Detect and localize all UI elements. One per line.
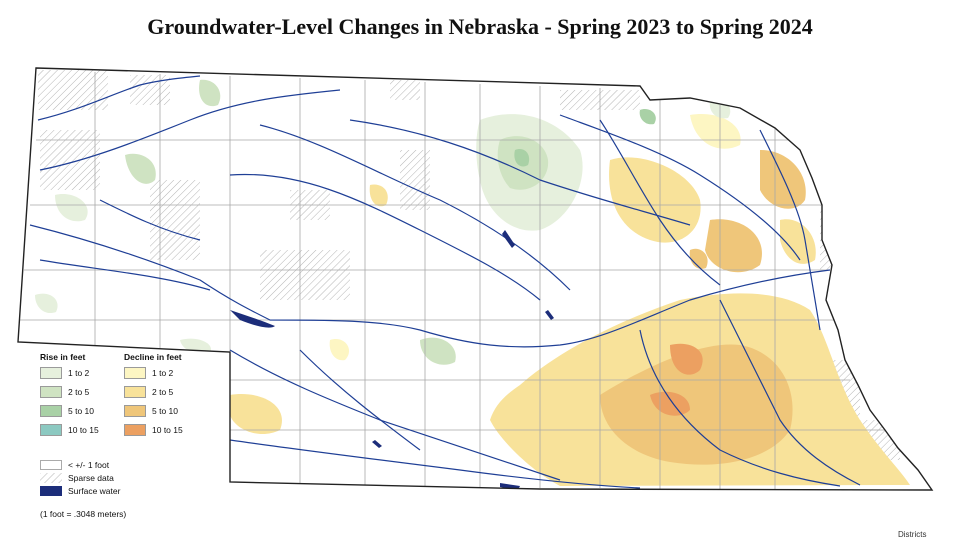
rise-legend-item: 5 to 10 bbox=[40, 404, 99, 418]
no-change-label: < +/- 1 foot bbox=[68, 460, 110, 470]
decline-legend-item: 1 to 2 bbox=[124, 366, 183, 380]
decline-legend-heading: Decline in feet bbox=[124, 352, 182, 362]
rise-legend: Rise in feet 1 to 2 2 to 5 5 to 10 10 to… bbox=[40, 352, 99, 442]
rise-5-10-swatch bbox=[40, 405, 62, 417]
other-legend: < +/- 1 foot Sparse data Surface water bbox=[40, 459, 120, 498]
map-title: Groundwater-Level Changes in Nebraska - … bbox=[147, 14, 813, 39]
state-outline bbox=[17, 67, 934, 491]
sparse-data-label: Sparse data bbox=[68, 473, 114, 483]
decline-5-10-swatch bbox=[124, 405, 146, 417]
rise-legend-label: 5 to 10 bbox=[68, 406, 94, 416]
rise-legend-item: 1 to 2 bbox=[40, 366, 99, 380]
other-legend-item: Sparse data bbox=[40, 472, 120, 484]
rise-2-5-swatch bbox=[40, 386, 62, 398]
decline-legend-item: 10 to 15 bbox=[124, 423, 183, 437]
rise-legend-label: 10 to 15 bbox=[68, 425, 99, 435]
rise-legend-item: 10 to 15 bbox=[40, 423, 99, 437]
surface-water-swatch bbox=[40, 486, 62, 496]
rise-legend-label: 1 to 2 bbox=[68, 368, 90, 378]
decline-legend-item: 2 to 5 bbox=[124, 385, 183, 399]
county-lines bbox=[20, 72, 885, 489]
decline-2-5-swatch bbox=[124, 386, 146, 398]
decline-1-2-swatch bbox=[124, 367, 146, 379]
decline-legend-item: 5 to 10 bbox=[124, 404, 183, 418]
decline-legend-label: 2 to 5 bbox=[152, 387, 174, 397]
rise-1-2-swatch bbox=[40, 367, 62, 379]
rivers bbox=[29, 75, 861, 489]
rise-legend-label: 2 to 5 bbox=[68, 387, 90, 397]
decline-legend-label: 5 to 10 bbox=[152, 406, 178, 416]
decline-legend: Decline in feet 1 to 2 2 to 5 5 to 10 10… bbox=[124, 352, 183, 442]
sparse-data-swatch bbox=[40, 473, 62, 483]
surface-water-label: Surface water bbox=[68, 486, 121, 496]
credit-text: Districts bbox=[898, 530, 927, 539]
decline-legend-label: 1 to 2 bbox=[152, 368, 174, 378]
other-legend-item: Surface water bbox=[40, 485, 120, 497]
rise-10-15-swatch bbox=[40, 424, 62, 436]
rise-legend-item: 2 to 5 bbox=[40, 385, 99, 399]
rise-areas bbox=[35, 79, 731, 365]
other-legend-item: < +/- 1 foot bbox=[40, 459, 120, 471]
rise-legend-heading: Rise in feet bbox=[40, 352, 86, 362]
decline-10-15-swatch bbox=[124, 424, 146, 436]
conversion-note: (1 foot = .3048 meters) bbox=[40, 509, 127, 519]
decline-legend-label: 10 to 15 bbox=[152, 425, 183, 435]
no-change-swatch bbox=[40, 460, 62, 470]
